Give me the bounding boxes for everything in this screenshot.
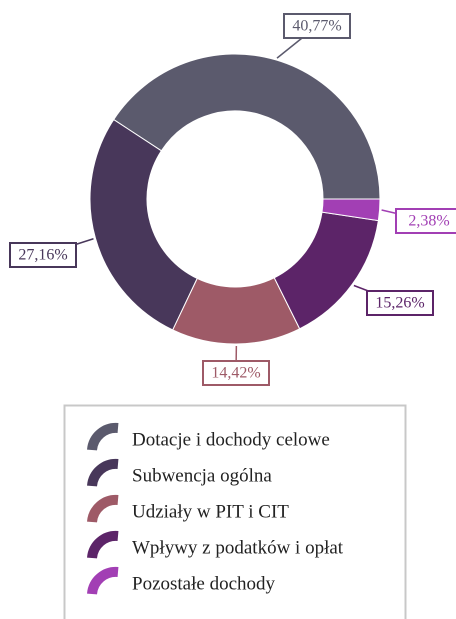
value-label: 15,26% — [375, 295, 424, 312]
label-box — [283, 13, 351, 39]
donut-segment — [89, 118, 198, 331]
legend-icon — [87, 530, 119, 559]
legend-icon — [87, 422, 119, 451]
legend-label: Subwencja ogólna — [132, 465, 272, 486]
label-box — [202, 360, 270, 386]
donut-segment — [321, 198, 381, 222]
label-box — [9, 242, 77, 268]
value-label: 27,16% — [18, 247, 67, 264]
value-label: 2,38% — [408, 213, 449, 230]
legend-icon — [87, 494, 119, 523]
label-box — [395, 208, 456, 234]
legend-label: Wpływy z podatków i opłat — [132, 537, 344, 558]
legend-label: Pozostałe dochody — [132, 573, 276, 594]
legend-label: Dotacje i dochody celowe — [132, 429, 330, 450]
donut-segment — [112, 53, 381, 200]
legend-label: Udziały w PIT i CIT — [132, 501, 289, 522]
legend-box — [63, 404, 407, 619]
label-box — [366, 290, 434, 316]
legend-icon — [87, 458, 119, 487]
value-label: 40,77% — [292, 18, 341, 35]
legend-icon — [87, 566, 119, 595]
value-label: 14,42% — [211, 365, 260, 382]
